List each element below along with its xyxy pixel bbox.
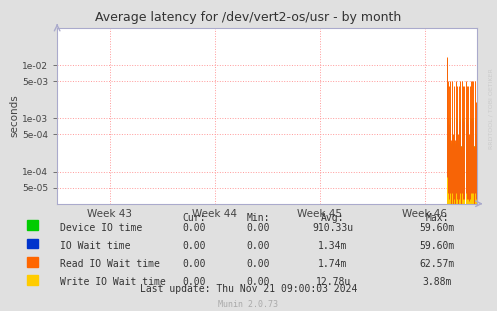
Text: 0.00: 0.00 [247, 223, 270, 233]
Text: Avg:: Avg: [321, 213, 345, 223]
Text: Average latency for /dev/vert2-os/usr - by month: Average latency for /dev/vert2-os/usr - … [95, 11, 402, 24]
Text: 62.57m: 62.57m [420, 259, 455, 269]
Text: Last update: Thu Nov 21 09:00:03 2024: Last update: Thu Nov 21 09:00:03 2024 [140, 284, 357, 294]
Text: 1.34m: 1.34m [318, 241, 348, 251]
Text: 1.74m: 1.74m [318, 259, 348, 269]
Text: Cur:: Cur: [182, 213, 206, 223]
Text: 59.60m: 59.60m [420, 223, 455, 233]
Text: Write IO Wait time: Write IO Wait time [60, 277, 166, 287]
Text: IO Wait time: IO Wait time [60, 241, 130, 251]
Text: 12.78u: 12.78u [316, 277, 350, 287]
Text: Device IO time: Device IO time [60, 223, 142, 233]
Text: Read IO Wait time: Read IO Wait time [60, 259, 160, 269]
Text: 59.60m: 59.60m [420, 241, 455, 251]
Text: 0.00: 0.00 [182, 241, 206, 251]
Text: 0.00: 0.00 [247, 259, 270, 269]
Text: 0.00: 0.00 [182, 277, 206, 287]
Text: Min:: Min: [247, 213, 270, 223]
Y-axis label: seconds: seconds [9, 95, 19, 137]
Text: 0.00: 0.00 [247, 241, 270, 251]
Text: 0.00: 0.00 [182, 223, 206, 233]
Text: 0.00: 0.00 [247, 277, 270, 287]
Text: Max:: Max: [425, 213, 449, 223]
Text: Munin 2.0.73: Munin 2.0.73 [219, 299, 278, 309]
Text: 910.33u: 910.33u [313, 223, 353, 233]
Text: RRDTOOL / TOBI OETIKER: RRDTOOL / TOBI OETIKER [488, 68, 493, 149]
Text: 0.00: 0.00 [182, 259, 206, 269]
Text: 3.88m: 3.88m [422, 277, 452, 287]
